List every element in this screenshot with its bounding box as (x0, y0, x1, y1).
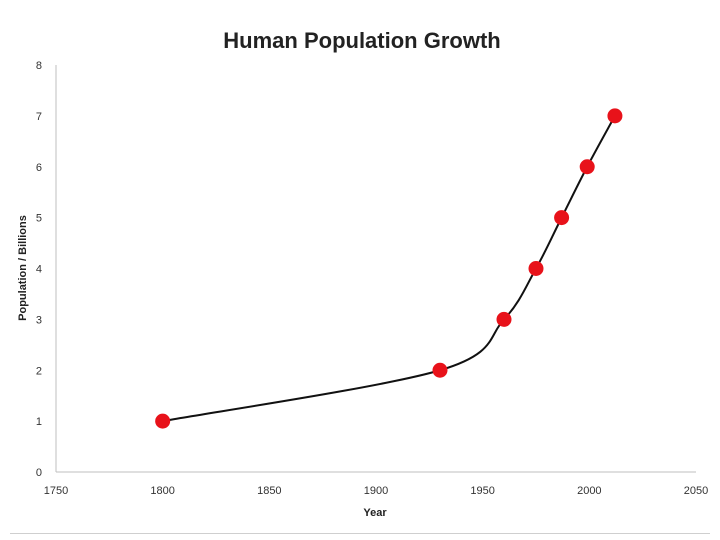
y-tick-label: 8 (36, 60, 42, 72)
data-point (554, 210, 570, 226)
trend-line (162, 115, 616, 423)
y-tick-label: 4 (36, 264, 42, 276)
x-axis-label: Year (363, 507, 387, 519)
y-tick-label: 5 (36, 213, 42, 225)
x-tick-label: 1850 (257, 485, 281, 497)
x-tick-label: 1950 (470, 485, 494, 497)
data-point (528, 261, 544, 276)
x-tick-label: 1900 (364, 485, 388, 497)
y-tick-labels: 0 1 2 3 4 5 6 7 8 (36, 60, 42, 479)
axes (55, 65, 696, 473)
x-tick-labels: 1750 1800 1850 1900 1950 2000 2050 (44, 485, 708, 497)
bottom-rule (10, 533, 710, 534)
y-tick-label: 6 (36, 162, 42, 174)
x-tick-label: 1750 (44, 485, 68, 497)
chart-title: Human Population Growth (223, 28, 500, 53)
x-tick-label: 2000 (577, 485, 601, 497)
data-point (579, 159, 595, 175)
data-points (155, 108, 623, 429)
y-axis-label: Population / Billions (17, 215, 29, 321)
y-tick-label: 3 (36, 314, 42, 326)
data-point (607, 108, 623, 124)
data-point (432, 362, 448, 378)
data-point (496, 311, 512, 327)
x-tick-label: 2050 (684, 485, 708, 497)
y-tick-label: 0 (36, 467, 42, 479)
x-tick-label: 1800 (150, 485, 174, 497)
data-point (155, 413, 171, 429)
y-tick-label: 2 (36, 365, 42, 377)
y-tick-label: 7 (36, 111, 42, 123)
y-tick-label: 1 (36, 416, 42, 428)
